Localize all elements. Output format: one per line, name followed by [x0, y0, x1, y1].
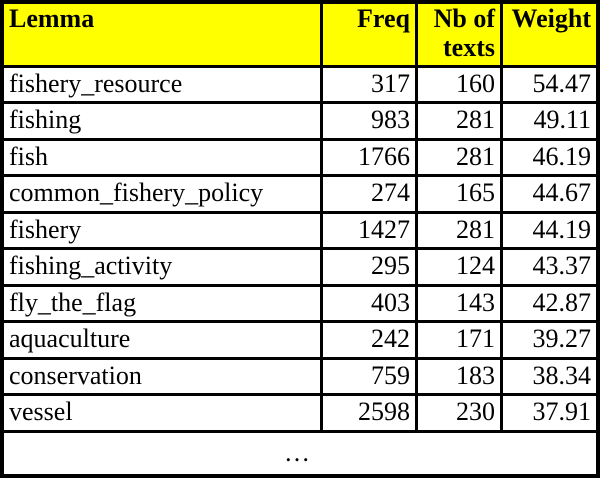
nb-texts-cell: 281 — [415, 137, 503, 178]
weight-cell: 42.87 — [500, 283, 600, 324]
lemma-cell: fly_the_flag — [0, 283, 323, 324]
lemma-cell: common_fishery_policy — [0, 174, 323, 214]
freq-cell: 759 — [320, 356, 418, 397]
freq-cell: 242 — [320, 320, 418, 360]
nb-texts-cell: 165 — [415, 174, 503, 214]
freq-cell: 1427 — [320, 210, 418, 251]
weight-cell: 44.19 — [500, 210, 600, 251]
lemma-cell: fishing — [0, 101, 323, 141]
weight-cell: 43.37 — [500, 247, 600, 287]
freq-cell: 1766 — [320, 137, 418, 178]
weight-cell: 54.47 — [500, 64, 600, 105]
lemma-cell: vessel — [0, 393, 323, 433]
table-row: common_fishery_policy 274 165 44.67 — [0, 174, 600, 214]
table-header: Lemma Freq Nb of texts Weight — [0, 0, 600, 68]
table-row: fishing 983 281 49.11 — [0, 101, 600, 141]
weight-cell: 39.27 — [500, 320, 600, 360]
freq-cell: 983 — [320, 101, 418, 141]
freq-cell: 2598 — [320, 393, 418, 433]
weight-cell: 44.67 — [500, 174, 600, 214]
table-row: fishing_activity 295 124 43.37 — [0, 247, 600, 287]
nb-texts-cell: 143 — [415, 283, 503, 324]
freq-cell: 403 — [320, 283, 418, 324]
table-row: fishery_resource 317 160 54.47 — [0, 64, 600, 105]
table-row: aquaculture 242 171 39.27 — [0, 320, 600, 360]
weight-cell: 46.19 — [500, 137, 600, 178]
lemma-cell: conservation — [0, 356, 323, 397]
nb-texts-cell: 160 — [415, 64, 503, 105]
lemma-cell: fishery — [0, 210, 323, 251]
nb-texts-cell: 171 — [415, 320, 503, 360]
nb-texts-cell: 124 — [415, 247, 503, 287]
column-header-lemma: Lemma — [0, 0, 323, 68]
nb-texts-cell: 281 — [415, 101, 503, 141]
lemma-cell: aquaculture — [0, 320, 323, 360]
ellipsis-cell: … — [0, 429, 600, 478]
weight-cell: 38.34 — [500, 356, 600, 397]
column-header-weight: Weight — [500, 0, 600, 68]
table-row: conservation 759 183 38.34 — [0, 356, 600, 397]
table-row: vessel 2598 230 37.91 — [0, 393, 600, 433]
header-row: Lemma Freq Nb of texts Weight — [0, 0, 600, 68]
freq-cell: 274 — [320, 174, 418, 214]
table-row: fly_the_flag 403 143 42.87 — [0, 283, 600, 324]
ellipsis-row: … — [0, 429, 600, 478]
freq-cell: 295 — [320, 247, 418, 287]
nb-texts-cell: 281 — [415, 210, 503, 251]
nb-texts-cell: 183 — [415, 356, 503, 397]
freq-cell: 317 — [320, 64, 418, 105]
weight-cell: 49.11 — [500, 101, 600, 141]
lemma-cell: fishery_resource — [0, 64, 323, 105]
weight-cell: 37.91 — [500, 393, 600, 433]
column-header-freq: Freq — [320, 0, 418, 68]
table-row: fishery 1427 281 44.19 — [0, 210, 600, 251]
table-row: fish 1766 281 46.19 — [0, 137, 600, 178]
nb-texts-cell: 230 — [415, 393, 503, 433]
lemma-cell: fish — [0, 137, 323, 178]
column-header-nb-texts: Nb of texts — [415, 0, 503, 68]
lemma-cell: fishing_activity — [0, 247, 323, 287]
table-body: fishery_resource 317 160 54.47 fishing 983 281… — [0, 64, 600, 478]
